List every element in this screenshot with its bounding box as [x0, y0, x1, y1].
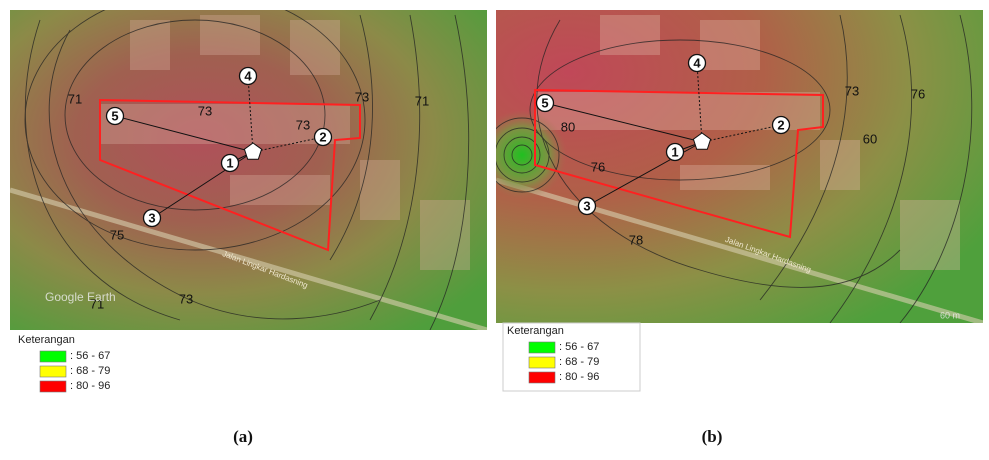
measurement-point	[313, 127, 333, 147]
measurement-link	[114, 115, 254, 153]
legend-box	[502, 322, 641, 392]
measurement-point	[535, 93, 555, 113]
point-number: 1	[226, 155, 233, 170]
measurement-point	[771, 115, 791, 135]
measurement-point	[577, 196, 597, 216]
point-number: 4	[693, 55, 701, 70]
point-number: 1	[671, 144, 678, 159]
contour-label: 60	[863, 131, 877, 146]
legend-label: : 56 - 67	[70, 350, 110, 362]
legend-swatch	[39, 350, 67, 363]
legend-label: : 56 - 67	[559, 341, 599, 353]
measurement-point	[105, 106, 125, 126]
building-outline	[99, 98, 361, 252]
contour-label: 78	[629, 232, 643, 247]
legend-swatch	[528, 356, 556, 369]
measurement-link	[544, 102, 703, 143]
contour-label: 73	[355, 89, 369, 104]
legend-label: : 80 - 96	[70, 380, 110, 392]
measurement-point	[238, 66, 258, 86]
legend-swatch	[528, 371, 556, 384]
legend-swatch	[39, 380, 67, 393]
point-number: 4	[244, 68, 252, 83]
contour-label: 73	[845, 83, 859, 98]
measurement-link	[696, 62, 703, 143]
legend-title: Keterangan	[507, 325, 564, 337]
legend-label: : 68 - 79	[70, 365, 110, 377]
legend-title: Keterangan	[18, 334, 75, 346]
measurement-point	[665, 142, 685, 162]
contour-label: 73	[179, 291, 193, 306]
contour-label: 73	[296, 117, 310, 132]
map-watermark: 60 m	[940, 310, 960, 320]
contour-label: 71	[415, 93, 429, 108]
contour-label: 76	[911, 86, 925, 101]
measurement-point	[687, 53, 707, 73]
panel-caption: (b)	[702, 427, 723, 446]
legend-label: : 80 - 96	[559, 371, 599, 383]
point-number: 2	[777, 117, 784, 132]
contour-label: 71	[90, 296, 104, 311]
contour-label: 76	[591, 159, 605, 174]
contour-label: 80	[561, 119, 575, 134]
point-number: 5	[541, 95, 548, 110]
legend-swatch	[528, 341, 556, 354]
measurement-point	[220, 153, 240, 173]
measurement-point	[142, 208, 162, 228]
noise-source	[243, 142, 263, 160]
contour-label: 73	[198, 103, 212, 118]
noise-source	[692, 132, 712, 150]
building-outline	[534, 88, 824, 239]
contour-label: 71	[68, 91, 82, 106]
measurement-link	[701, 124, 782, 143]
point-number: 3	[148, 210, 155, 225]
measurement-link	[247, 75, 254, 153]
point-number: 2	[319, 129, 326, 144]
map-watermark: Google Earth	[45, 290, 116, 304]
panel-caption: (a)	[233, 427, 253, 446]
contour-label: 75	[110, 227, 124, 242]
legend-swatch	[39, 365, 67, 378]
legend-label: : 68 - 79	[559, 356, 599, 368]
point-number: 5	[111, 108, 118, 123]
point-number: 3	[583, 198, 590, 213]
